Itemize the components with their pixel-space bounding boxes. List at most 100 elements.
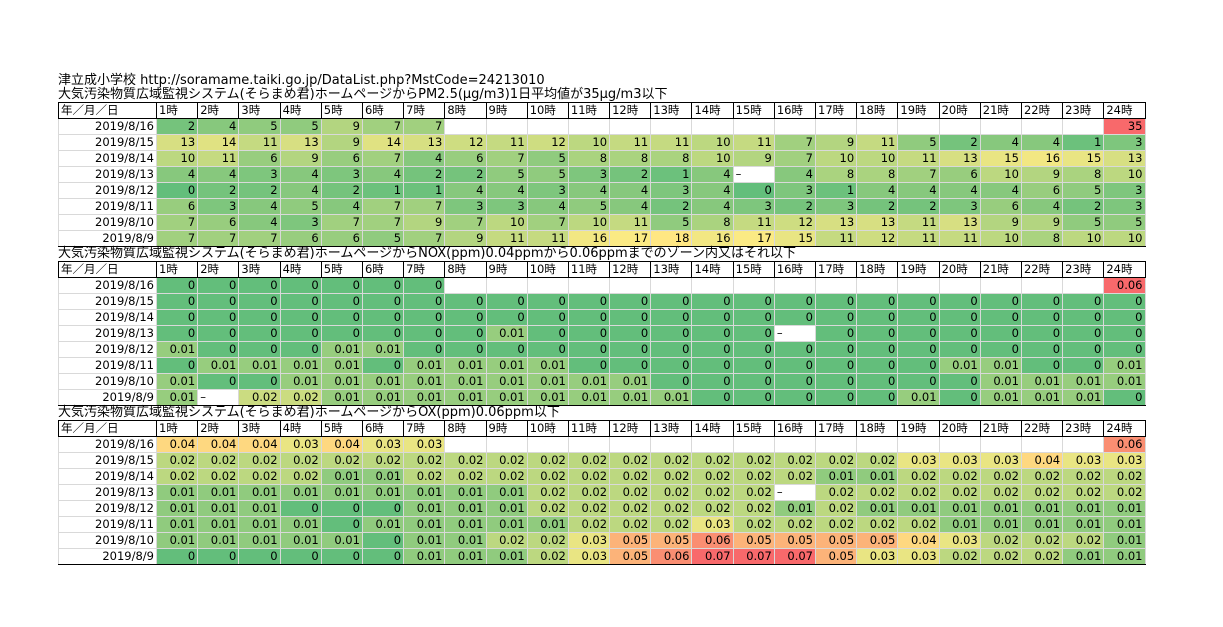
hour-header[interactable]: 6時 bbox=[361, 420, 405, 437]
value-cell[interactable]: 7 bbox=[773, 134, 817, 151]
value-cell[interactable]: 5 bbox=[361, 230, 405, 247]
value-cell[interactable]: 6 bbox=[320, 230, 363, 247]
date-cell[interactable]: 2019/8/10 bbox=[58, 214, 157, 231]
value-cell[interactable]: 9 bbox=[279, 150, 322, 167]
value-cell[interactable]: 9 bbox=[403, 214, 446, 231]
value-cell[interactable]: 0.03 bbox=[403, 436, 446, 453]
value-cell[interactable]: 0 bbox=[773, 341, 817, 358]
value-cell[interactable]: 11 bbox=[197, 150, 240, 167]
hour-header[interactable]: 24時 bbox=[1103, 102, 1146, 119]
value-cell[interactable]: 0.01 bbox=[979, 357, 1022, 374]
value-cell[interactable]: 0 bbox=[526, 293, 569, 310]
value-cell[interactable]: 2 bbox=[897, 198, 940, 215]
value-cell[interactable]: 0 bbox=[197, 548, 240, 565]
value-cell[interactable] bbox=[732, 436, 775, 453]
value-cell[interactable]: 0.02 bbox=[1020, 548, 1064, 565]
date-cell[interactable]: 2019/8/15 bbox=[58, 134, 157, 151]
date-column-header[interactable]: 年／月／日 bbox=[58, 261, 157, 278]
value-cell[interactable]: 12 bbox=[526, 134, 569, 151]
value-cell[interactable]: 0 bbox=[650, 309, 693, 326]
value-cell[interactable]: 11 bbox=[897, 150, 940, 167]
value-cell[interactable]: 6 bbox=[444, 150, 487, 167]
date-cell[interactable]: 2019/8/13 bbox=[58, 166, 157, 183]
value-cell[interactable]: 0.01 bbox=[979, 389, 1022, 406]
value-cell[interactable]: 15 bbox=[773, 230, 817, 247]
date-cell[interactable]: 2019/8/10 bbox=[58, 373, 157, 390]
value-cell[interactable] bbox=[609, 436, 652, 453]
value-cell[interactable]: 0.02 bbox=[567, 500, 611, 517]
value-cell[interactable]: 0.01 bbox=[403, 500, 446, 517]
hour-header[interactable]: 4時 bbox=[279, 420, 322, 437]
value-cell[interactable] bbox=[979, 277, 1022, 294]
value-cell[interactable]: 0.05 bbox=[650, 532, 693, 549]
value-cell[interactable]: 0 bbox=[238, 548, 281, 565]
value-cell[interactable]: 8 bbox=[650, 150, 693, 167]
value-cell[interactable]: 8 bbox=[1062, 166, 1105, 183]
value-cell[interactable]: 2 bbox=[938, 134, 981, 151]
hour-header[interactable]: 10時 bbox=[526, 261, 569, 278]
value-cell[interactable]: 0.01 bbox=[403, 357, 446, 374]
hour-header[interactable]: 9時 bbox=[485, 420, 528, 437]
value-cell[interactable]: 4 bbox=[979, 182, 1022, 199]
value-cell[interactable] bbox=[814, 277, 858, 294]
value-cell[interactable]: 4 bbox=[361, 166, 405, 183]
value-cell[interactable]: 3 bbox=[814, 198, 858, 215]
value-cell[interactable]: 0.02 bbox=[979, 468, 1022, 485]
value-cell[interactable]: 0 bbox=[197, 293, 240, 310]
value-cell[interactable]: 0 bbox=[897, 293, 940, 310]
value-cell[interactable]: 10 bbox=[155, 150, 199, 167]
value-cell[interactable]: 3 bbox=[1103, 134, 1146, 151]
value-cell[interactable] bbox=[526, 118, 569, 135]
value-cell[interactable]: 0.01 bbox=[1062, 548, 1105, 565]
hour-header[interactable]: 18時 bbox=[856, 102, 899, 119]
value-cell[interactable]: 0 bbox=[650, 341, 693, 358]
value-cell[interactable]: 10 bbox=[485, 214, 528, 231]
value-cell[interactable]: 0 bbox=[197, 373, 240, 390]
value-cell[interactable]: 4 bbox=[444, 182, 487, 199]
value-cell[interactable]: 4 bbox=[238, 198, 281, 215]
value-cell[interactable]: 7 bbox=[155, 214, 199, 231]
value-cell[interactable]: 0.03 bbox=[979, 452, 1022, 469]
value-cell[interactable]: 0.01 bbox=[609, 389, 652, 406]
value-cell[interactable] bbox=[609, 277, 652, 294]
value-cell[interactable]: 0 bbox=[979, 325, 1022, 342]
hour-header[interactable]: 15時 bbox=[732, 102, 775, 119]
value-cell[interactable]: 9 bbox=[814, 134, 858, 151]
value-cell[interactable]: 0.04 bbox=[197, 436, 240, 453]
value-cell[interactable]: 0.02 bbox=[485, 468, 528, 485]
value-cell[interactable]: 0.02 bbox=[609, 516, 652, 533]
value-cell[interactable]: 0.02 bbox=[732, 516, 775, 533]
value-cell[interactable]: 0.03 bbox=[279, 436, 322, 453]
value-cell[interactable] bbox=[567, 436, 611, 453]
value-cell[interactable]: 0.02 bbox=[567, 516, 611, 533]
value-cell[interactable] bbox=[856, 277, 899, 294]
value-cell[interactable] bbox=[526, 436, 569, 453]
value-cell[interactable]: 0 bbox=[897, 373, 940, 390]
value-cell[interactable]: 0 bbox=[197, 325, 240, 342]
value-cell[interactable]: 0.04 bbox=[155, 436, 199, 453]
value-cell[interactable]: 0.01 bbox=[320, 357, 363, 374]
hour-header[interactable]: 24時 bbox=[1103, 261, 1146, 278]
value-cell[interactable]: 9 bbox=[732, 150, 775, 167]
value-cell[interactable]: 0 bbox=[691, 389, 734, 406]
value-cell[interactable]: 0.01 bbox=[155, 516, 199, 533]
value-cell[interactable]: 0.01 bbox=[526, 516, 569, 533]
value-cell[interactable]: 0 bbox=[1062, 293, 1105, 310]
value-cell[interactable]: 4 bbox=[856, 182, 899, 199]
value-cell[interactable]: 0.01 bbox=[403, 389, 446, 406]
hour-header[interactable]: 14時 bbox=[691, 102, 734, 119]
value-cell[interactable]: 0.02 bbox=[773, 468, 817, 485]
value-cell[interactable]: 0.02 bbox=[938, 468, 981, 485]
value-cell[interactable]: 0 bbox=[320, 325, 363, 342]
value-cell[interactable]: 0 bbox=[1062, 357, 1105, 374]
value-cell[interactable]: 0 bbox=[732, 389, 775, 406]
value-cell[interactable]: 0.02 bbox=[279, 389, 322, 406]
value-cell[interactable]: 0 bbox=[650, 357, 693, 374]
value-cell[interactable]: 0.02 bbox=[691, 452, 734, 469]
date-cell[interactable]: 2019/8/12 bbox=[58, 182, 157, 199]
date-cell[interactable]: 2019/8/9 bbox=[58, 230, 157, 247]
value-cell[interactable]: 0 bbox=[856, 293, 899, 310]
value-cell[interactable]: 3 bbox=[197, 198, 240, 215]
value-cell[interactable]: 0.02 bbox=[856, 452, 899, 469]
hour-header[interactable]: 23時 bbox=[1062, 102, 1105, 119]
